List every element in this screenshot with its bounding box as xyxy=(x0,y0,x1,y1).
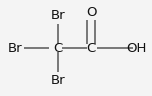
Text: Br: Br xyxy=(50,74,65,87)
Text: O: O xyxy=(86,6,97,19)
Text: C: C xyxy=(53,41,62,55)
Text: Br: Br xyxy=(8,41,22,55)
Text: OH: OH xyxy=(127,41,147,55)
Text: Br: Br xyxy=(50,9,65,22)
Text: C: C xyxy=(87,41,96,55)
